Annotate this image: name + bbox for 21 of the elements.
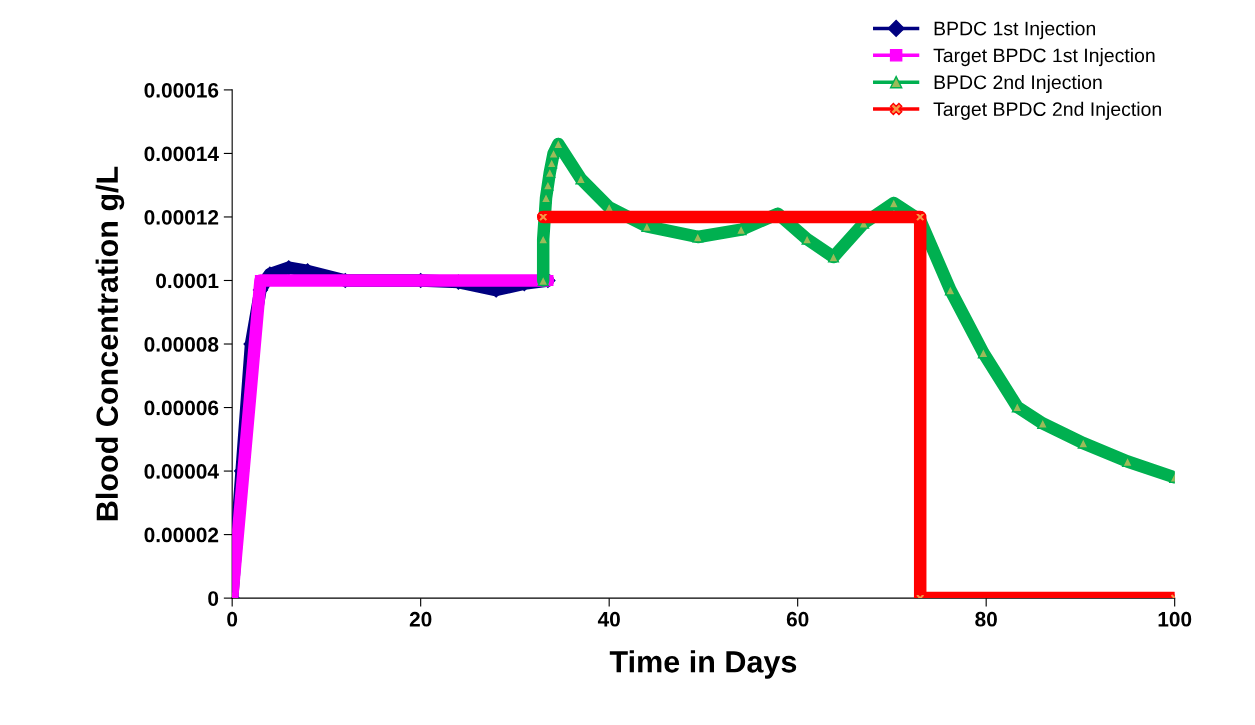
y-tick-label: 0.0001 xyxy=(156,273,219,289)
x-tick-label: 0 xyxy=(227,611,238,627)
y-tick-label: 0.00004 xyxy=(144,464,219,479)
y-tick-label: 0.00012 xyxy=(144,209,219,225)
y-tick-label: 0.00008 xyxy=(144,337,219,352)
x-tick-label: 100 xyxy=(1158,611,1192,627)
y-tick-label: 0.00016 xyxy=(144,82,219,98)
y-tick-label: 0.00014 xyxy=(144,146,219,162)
legend-label: Target BPDC 2nd Injection xyxy=(933,101,1161,120)
legend-label: BPDC 2nd Injection xyxy=(934,74,1102,93)
x-tick-label: 40 xyxy=(597,611,620,627)
y-axis-title: Blood Concentration g/L xyxy=(95,166,125,521)
legend-label: BPDC 1st Injection xyxy=(934,21,1096,40)
y-tick-label: 0.00006 xyxy=(144,400,219,416)
x-tick-label: 80 xyxy=(975,611,997,627)
y-tick-label: 0 xyxy=(208,591,219,606)
y-tick-label: 0.00002 xyxy=(144,527,219,543)
x-tick-label: 20 xyxy=(409,611,432,627)
x-tick-label: 60 xyxy=(786,611,809,627)
legend-label: Target BPDC 1st Injection xyxy=(933,48,1155,67)
x-axis-title: Time in Days xyxy=(609,650,797,679)
